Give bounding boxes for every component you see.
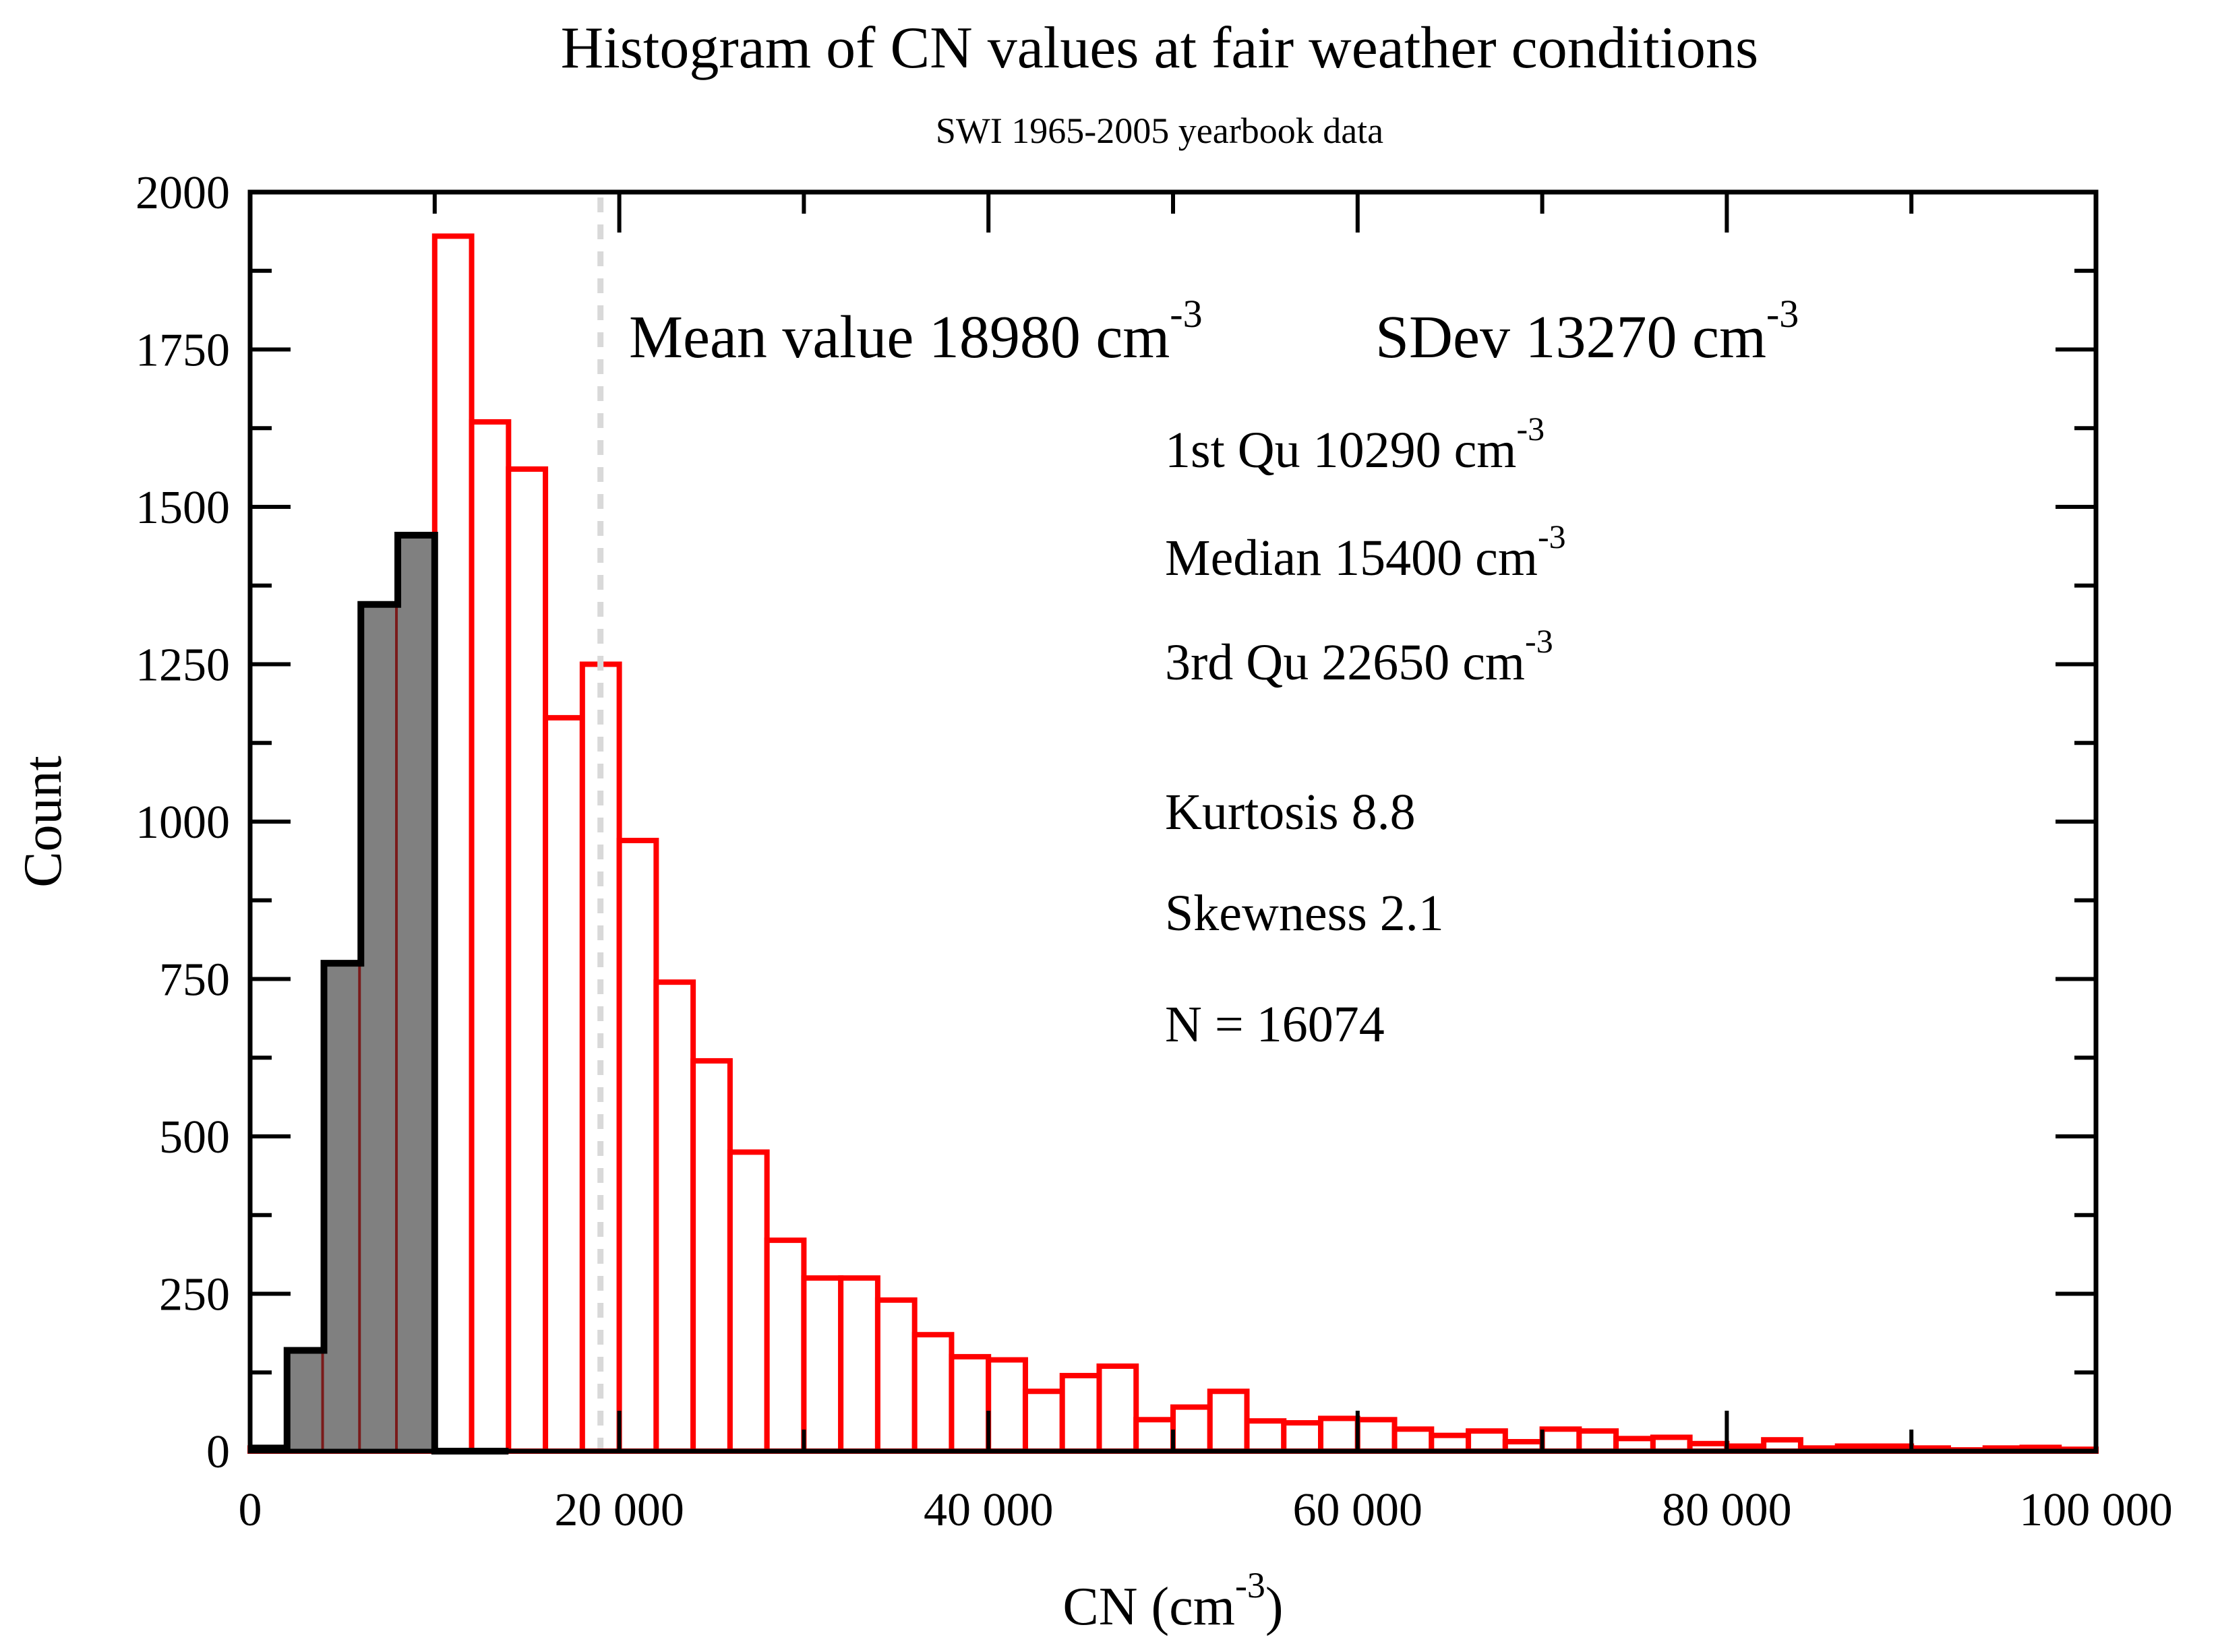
x-axis-label-close: ) [1265, 1577, 1284, 1636]
skewness-annotation: Skewness 2.1 [1165, 885, 1444, 942]
bar-red [1022, 1388, 1065, 1455]
bar-red [1096, 1363, 1139, 1455]
bar-red [543, 714, 585, 1454]
x-tick-label: 40 000 [924, 1484, 1054, 1536]
mean-annotation: Mean value 18980 cm-3 [629, 292, 1203, 371]
kurtosis-annotation: Kurtosis 8.8 [1165, 784, 1416, 840]
bar-red [1207, 1388, 1250, 1455]
bar-red [1318, 1415, 1360, 1454]
y-tick-label: 1000 [136, 797, 230, 849]
y-tick-label: 1250 [136, 640, 230, 692]
y-tick-labels: 0 250 500 750 1000 1250 1500 1750 2000 [136, 167, 230, 1478]
x-tick-label: 100 000 [2019, 1484, 2173, 1536]
bar-red [431, 233, 475, 1454]
chart-title: Histogram of CN values at fair weather c… [561, 16, 1759, 81]
axis-ticks [248, 190, 2098, 1453]
bar-red [1281, 1419, 1324, 1454]
y-tick-label: 500 [159, 1111, 230, 1163]
median-annotation-text: Median 15400 cm [1165, 530, 1538, 586]
bar-gray [361, 604, 398, 1451]
bar-red [1391, 1426, 1435, 1455]
bar-red [949, 1353, 992, 1455]
gray-filled-bars [250, 532, 509, 1455]
bar-red [727, 1149, 770, 1454]
statistics-annotations: Mean value 18980 cm-3 SDev 13270 cm-3 1s… [629, 292, 1799, 1053]
bar-red [1466, 1428, 1508, 1455]
y-tick-label: 250 [159, 1269, 230, 1321]
bar-red [764, 1237, 807, 1454]
y-tick-label: 0 [206, 1426, 230, 1478]
x-tick-label: 80 000 [1662, 1484, 1792, 1536]
sdev-annotation: SDev 13270 cm-3 [1375, 292, 1799, 371]
y-tick-label: 1750 [136, 325, 230, 377]
bar-red [1576, 1428, 1619, 1455]
q3-annotation-sup: -3 [1525, 622, 1553, 660]
median-annotation-sup: -3 [1538, 518, 1566, 555]
bar-red [838, 1275, 880, 1455]
sdev-annotation-text: SDev 13270 cm [1375, 304, 1766, 371]
x-tick-label: 0 [239, 1484, 262, 1536]
y-axis-label: Count [13, 756, 73, 888]
q1-annotation-sup: -3 [1516, 410, 1545, 448]
bar-red [616, 838, 659, 1454]
bar-red [690, 1058, 733, 1455]
bar-gray [398, 535, 435, 1451]
y-tick-label: 750 [159, 954, 230, 1006]
median-annotation: Median 15400 cm-3 [1165, 518, 1566, 586]
q1-annotation: 1st Qu 10290 cm-3 [1165, 410, 1545, 479]
mean-annotation-text: Mean value 18980 cm [629, 304, 1170, 371]
x-axis-label-text: CN (cm [1062, 1577, 1235, 1636]
bar-red [1170, 1404, 1213, 1455]
x-tick-labels: 0 20 000 40 000 60 000 80 000 100 000 [239, 1484, 2173, 1536]
x-axis-label: CN (cm-3) [1062, 1565, 1283, 1636]
x-tick-label: 20 000 [554, 1484, 684, 1536]
bar-red [1429, 1432, 1472, 1454]
x-tick-label: 60 000 [1293, 1484, 1423, 1536]
bar-red [1133, 1417, 1176, 1455]
bar-red [874, 1297, 918, 1454]
n-annotation: N = 16074 [1165, 996, 1385, 1053]
bar-red [986, 1357, 1028, 1454]
mean-annotation-sup: -3 [1170, 292, 1202, 336]
bar-gray [324, 963, 361, 1451]
bar-red [469, 419, 512, 1454]
bar-red [1539, 1426, 1582, 1455]
bar-red [1244, 1418, 1287, 1454]
x-axis-label-sup: -3 [1235, 1565, 1265, 1605]
bar-red [506, 466, 549, 1455]
q1-annotation-text: 1st Qu 10290 cm [1165, 422, 1516, 479]
q3-annotation-text: 3rd Qu 22650 cm [1165, 634, 1525, 691]
y-tick-label: 1500 [136, 482, 230, 534]
y-tick-label: 2000 [136, 167, 230, 219]
bar-red [1059, 1372, 1102, 1455]
bar-gray [287, 1350, 324, 1451]
sdev-annotation-sup: -3 [1766, 292, 1799, 336]
bar-red [653, 979, 696, 1455]
bar-red [801, 1275, 844, 1455]
bar-red [1354, 1417, 1398, 1455]
q3-annotation: 3rd Qu 22650 cm-3 [1165, 622, 1553, 691]
bar-red [911, 1332, 955, 1454]
chart-subtitle: SWI 1965-2005 yearbook data [936, 111, 1383, 151]
